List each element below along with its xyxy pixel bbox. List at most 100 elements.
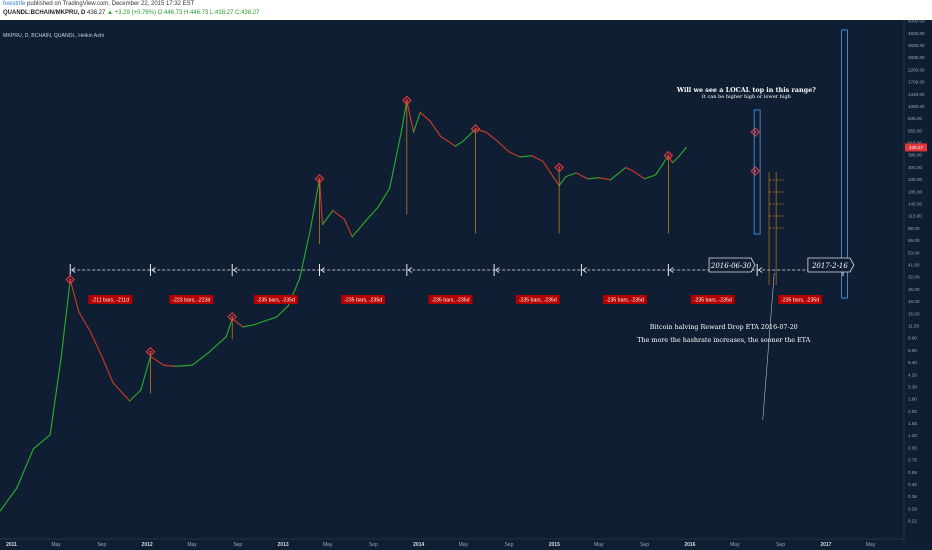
price-tick-label: 1060.00 [908, 104, 925, 109]
price-tick-label: 4600.00 [908, 31, 925, 36]
time-tick-label: Sep [369, 542, 378, 548]
peak-marker-dot [149, 350, 152, 353]
price-tick-label: 2.00 [908, 409, 917, 414]
date-box [708, 257, 756, 273]
price-axis: 6000.00 4600.00 3600.00 2800.00 2200.00 1700.… [908, 20, 925, 524]
price-segment [667, 155, 674, 164]
bars-count-label: -211 bars, -211d [92, 298, 129, 304]
price-tick-label: 25.00 [908, 287, 920, 292]
author-link[interactable]: fowstrife [3, 1, 26, 7]
peak-marker-dot [405, 99, 409, 102]
time-tick-label: 2016 [684, 542, 695, 548]
time-tick-label: Sep [233, 542, 242, 548]
peak-marker [227, 312, 238, 322]
price-segment [625, 166, 634, 172]
price-segment [140, 355, 152, 391]
bars-count-badge [253, 295, 298, 304]
price-segment [412, 111, 421, 133]
price-segment [16, 448, 35, 489]
price-tick-label: 41.00 [908, 263, 920, 268]
peak-marker-dot [474, 127, 477, 131]
bars-count-label: -235 bars, -235d [431, 298, 469, 304]
bars-count-badge [690, 295, 735, 304]
bars-count-label: -235 bars, -235d [781, 298, 819, 304]
price-segment [389, 131, 402, 189]
price-segment [351, 218, 368, 238]
bars-count-label: -235 bars, -235d [606, 298, 644, 304]
last-price: 438.27 [87, 10, 106, 16]
time-tick-label: May [594, 542, 604, 548]
price-tick-label: 1340.00 [908, 92, 925, 97]
price-segment [419, 111, 431, 122]
date-box-label: 2017-2-16 [811, 262, 848, 270]
price-tick-label: 113.00 [908, 214, 922, 219]
price-segment [69, 279, 80, 313]
price-segment [558, 176, 567, 187]
price-tick-label: 0.36 [908, 494, 917, 499]
peak-marker-dot [69, 278, 72, 281]
price-segment [149, 355, 165, 366]
peak-marker [750, 127, 761, 137]
bars-count-label: -235 bars, -235d [344, 298, 382, 304]
price-segment [242, 324, 255, 328]
price-tick-label: 835.00 [908, 116, 922, 121]
price-tick-label: 515.00 [908, 141, 922, 146]
local-top-question: Will we see a LOCAL top in this range? [676, 86, 816, 94]
price-segment [265, 316, 278, 322]
price-segment [276, 305, 289, 318]
time-tick-label: Sep [505, 542, 514, 548]
price-segment [440, 135, 457, 147]
date-box-label: 2016-06-30 [710, 262, 752, 270]
timeline-arrow [582, 267, 587, 273]
price-segment [60, 279, 71, 357]
peak-marker [663, 150, 674, 161]
price-tick-label: 2200.00 [908, 67, 925, 72]
date-box [807, 257, 855, 273]
price-tick-label: 0.22 [908, 519, 917, 524]
timeline-arrow [669, 267, 674, 273]
price-chart[interactable]: MKPRU, D, BCHAIN, QUANDL, Heikin Ashi 60… [0, 20, 932, 550]
bars-count-badge [778, 295, 823, 304]
price-segment [332, 209, 346, 220]
time-tick-label: May [323, 542, 333, 548]
price-segment [671, 156, 680, 164]
price-segment [587, 177, 600, 180]
peak-marker [401, 95, 412, 106]
price-segment [485, 131, 499, 142]
time-axis: 2011 May Sep 2012 May Sep 2013 May Sep 2014 May Sep… [0, 538, 904, 548]
price-segment [377, 187, 391, 208]
time-tick-label: Sep [776, 542, 785, 548]
price-tick-label: 8.90 [908, 336, 917, 341]
price-tick-label: 0.59 [908, 470, 917, 475]
time-tick-label: May [459, 542, 469, 548]
price-tick-label: 395.00 [908, 153, 922, 158]
price-segment [174, 364, 193, 367]
peak-marker-dot [557, 166, 561, 169]
timeline-arrow [494, 267, 500, 273]
time-tick-label: May [187, 542, 197, 548]
price-segment [366, 206, 380, 220]
price-tick-label: 235.00 [908, 177, 922, 182]
price-change: ▲ +3.29 (+0.76%) [107, 10, 156, 16]
symbol-label: QUANDL:BCHAIN/MKPRU, D [3, 10, 86, 16]
bars-count-label: -235 bars, -235d [519, 298, 557, 304]
price-tick-label: 11.50 [908, 323, 920, 328]
price-tick-label: 15.00 [908, 311, 920, 316]
peak-marker-dot [754, 130, 757, 134]
time-tick-label: Sep [640, 542, 649, 548]
peak-marker-dot [318, 177, 321, 181]
price-tick-label: 1700.00 [908, 80, 925, 85]
timeline-arrow [71, 267, 76, 273]
halving-pointer-line [762, 272, 775, 421]
price-tick-label: 6000.00 [908, 20, 925, 24]
price-segment [655, 155, 669, 176]
price-tick-label: 145.00 [908, 202, 922, 207]
halving-eta-sub: The more the hashrate increases, the soo… [637, 336, 810, 344]
price-segment [78, 311, 91, 333]
price-segment [496, 140, 510, 153]
time-tick-label: 2011 [6, 542, 17, 548]
time-tick-label: 2013 [278, 542, 289, 548]
bars-count-label: -235 bars, -235d [257, 298, 295, 304]
price-tick-label: 69.00 [908, 238, 920, 243]
price-tick-label: 53.00 [908, 250, 920, 255]
